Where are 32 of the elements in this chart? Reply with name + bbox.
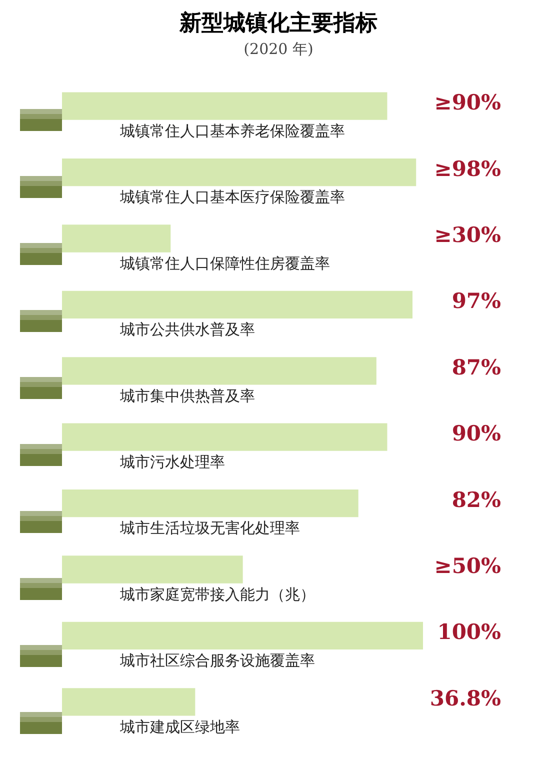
data-label: 87% [452,354,502,380]
y-tick-label: 城市生活垃圾无害化处理率 [119,519,300,538]
y-tick-label: 城市家庭宽带接入能力（兆） [119,585,315,604]
data-label: 82% [452,486,502,512]
bar [62,622,423,650]
data-label: ≥30% [434,222,502,247]
y-tick-label: 城市集中供热普及率 [119,386,255,405]
y-tick-label: 城市建成区绿地率 [119,718,240,736]
y-tick-label: 城市社区综合服务设施覆盖率 [119,652,315,670]
chart-title: 新型城镇化主要指标 [178,9,378,38]
y-tick-label: 城市公共供水普及率 [119,320,255,339]
y-tick-label: 城镇常住人口基本养老保险覆盖率 [119,122,345,140]
data-label: ≥50% [434,552,502,578]
bar [62,158,416,186]
bar [62,423,388,451]
chart-subtitle: (2020 年) [242,40,314,59]
bar [62,92,388,120]
bar [62,489,358,518]
data-label: 97% [452,288,502,314]
y-tick-label: 城镇常住人口基本医疗保险覆盖率 [119,188,345,206]
data-label: ≥98% [434,156,502,181]
data-label: 100% [437,619,502,644]
data-label: ≥90% [434,90,502,115]
bar [62,224,171,252]
bar [62,290,412,319]
bar [62,556,243,584]
y-tick-label: 城市污水处理率 [119,452,225,471]
bar [62,688,196,716]
data-label: 90% [452,420,502,446]
bar [62,357,376,385]
data-label: 36.8% [430,685,502,710]
y-tick-label: 城镇常住人口保障性住房覆盖率 [119,254,330,272]
